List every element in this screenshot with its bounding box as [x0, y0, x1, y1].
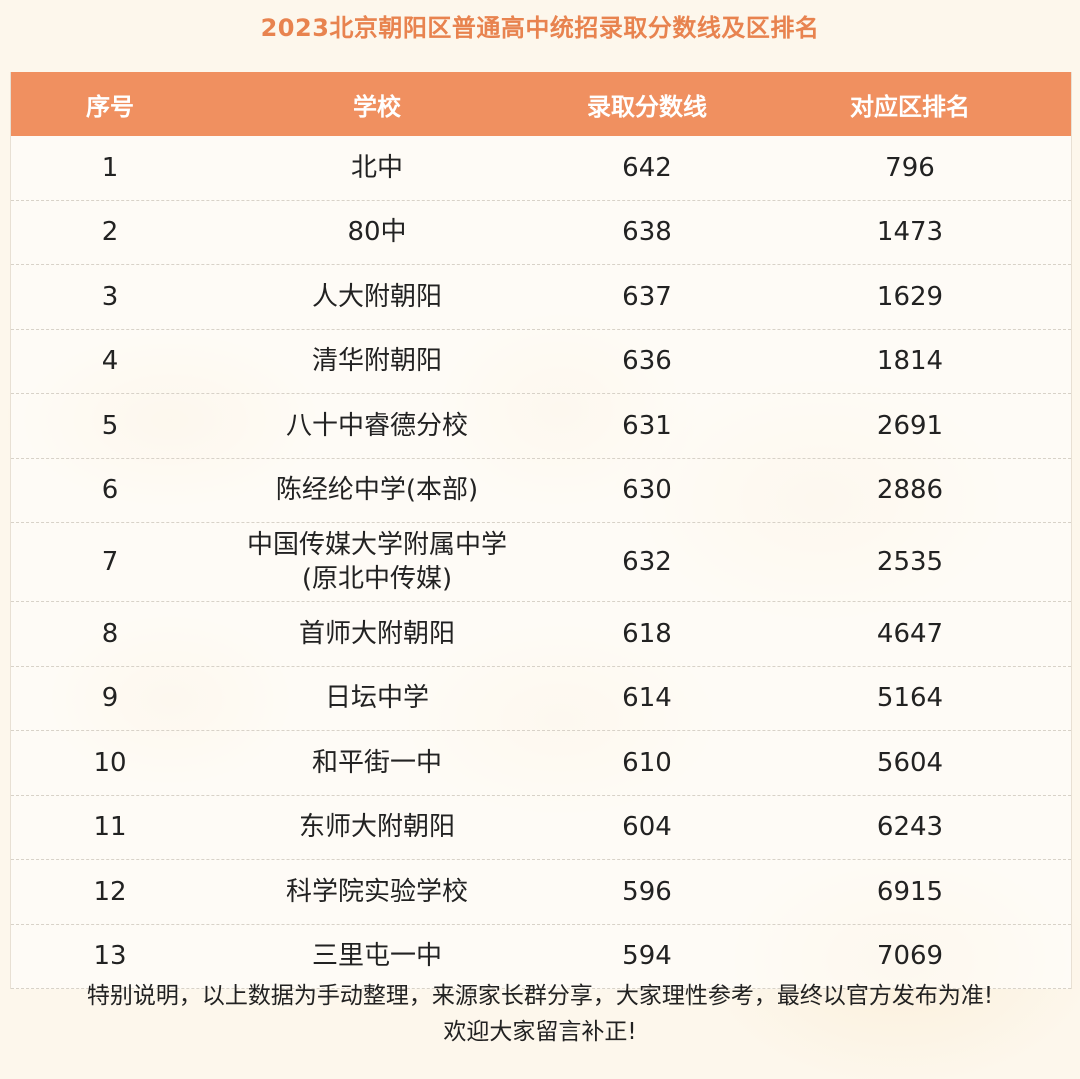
cell-rank: 7069: [876, 941, 944, 972]
table-header: 序号 学校 录取分数线 对应区排名: [11, 72, 1071, 136]
header-rank: 对应区排名: [850, 92, 970, 121]
cell-rank: 1629: [876, 281, 944, 312]
cell-score: 630: [622, 475, 672, 506]
cell-rank: 2535: [876, 547, 944, 577]
table-row: 4 清华附朝阳 636 1814: [11, 329, 1071, 394]
cell-school: 日坛中学: [324, 683, 429, 714]
cell-rank: 5164: [876, 683, 944, 714]
cell-index: 9: [101, 683, 119, 714]
cell-index: 10: [93, 747, 127, 778]
page-title: 2023北京朝阳区普通高中统招录取分数线及区排名: [260, 14, 820, 42]
cell-rank: 5604: [876, 747, 944, 778]
table-row: 7 中国传媒大学附属中学(原北中传媒) 632 2535: [11, 523, 1071, 602]
cell-score: 638: [622, 217, 672, 248]
cell-school: 首师大附朝阳: [298, 618, 455, 649]
disclaimer-line-1: 特别说明，以上数据为手动整理，来源家长群分享，大家理性参考，最终以官方发布为准!: [86, 983, 994, 1009]
cell-school: 和平街一中: [311, 747, 442, 778]
header-school: 学校: [353, 92, 401, 121]
cell-rank: 4647: [876, 618, 944, 649]
table-row: 2 80中 638 1473: [11, 200, 1071, 265]
cell-rank: 1814: [876, 346, 944, 377]
cell-index: 11: [93, 812, 127, 843]
cell-rank: 6243: [876, 812, 944, 843]
table-row: 1 北中 642 796: [11, 136, 1071, 201]
cell-score: 632: [622, 547, 672, 577]
cell-score: 637: [622, 281, 672, 312]
cell-school: 清华附朝阳: [311, 346, 442, 377]
cell-school: 八十中睿德分校: [285, 410, 468, 441]
table-row: 13 三里屯一中 594 7069: [11, 924, 1071, 989]
cell-score: 618: [622, 618, 672, 649]
score-table: 序号 学校 录取分数线 对应区排名 1 北中 642 796 2 80中 638…: [10, 72, 1072, 989]
table-row: 10 和平街一中 610 5604: [11, 731, 1071, 796]
table-row: 5 八十中睿德分校 631 2691: [11, 394, 1071, 459]
disclaimer-line-2: 欢迎大家留言补正!: [443, 1019, 637, 1045]
cell-school: 中国传媒大学附属中学(原北中传媒): [246, 530, 507, 594]
cell-index: 7: [101, 547, 119, 577]
cell-index: 2: [101, 217, 119, 248]
cell-index: 4: [101, 346, 119, 377]
cell-index: 8: [101, 618, 119, 649]
cell-index: 12: [93, 876, 127, 907]
cell-rank: 2886: [876, 475, 944, 506]
table-row: 6 陈经纶中学(本部) 630 2886: [11, 458, 1071, 523]
cell-index: 1: [101, 152, 119, 183]
disclaimer-note: 特别说明，以上数据为手动整理，来源家长群分享，大家理性参考，最终以官方发布为准!…: [10, 978, 1070, 1050]
table-row: 12 科学院实验学校 596 6915: [11, 860, 1071, 925]
table-row: 3 人大附朝阳 637 1629: [11, 265, 1071, 330]
cell-index: 5: [101, 410, 119, 441]
cell-rank: 2691: [876, 410, 944, 441]
cell-score: 614: [622, 683, 672, 714]
cell-index: 13: [93, 941, 127, 972]
table-row: 8 首师大附朝阳 618 4647: [11, 602, 1071, 667]
cell-index: 3: [101, 281, 119, 312]
cell-school: 科学院实验学校: [285, 876, 468, 907]
cell-score: 636: [622, 346, 672, 377]
cell-school: 北中: [350, 152, 403, 183]
cell-score: 642: [622, 152, 672, 183]
cell-index: 6: [101, 475, 119, 506]
table-row: 11 东师大附朝阳 604 6243: [11, 795, 1071, 860]
cell-score: 596: [622, 876, 672, 907]
cell-score: 610: [622, 747, 672, 778]
cell-rank: 796: [885, 152, 935, 183]
cell-rank: 6915: [876, 876, 944, 907]
cell-score: 631: [622, 410, 672, 441]
cell-school: 80中: [347, 217, 407, 248]
cell-score: 604: [622, 812, 672, 843]
cell-score: 594: [622, 941, 672, 972]
cell-school: 东师大附朝阳: [298, 812, 455, 843]
header-index: 序号: [86, 92, 134, 121]
cell-rank: 1473: [876, 217, 944, 248]
table-row: 9 日坛中学 614 5164: [11, 666, 1071, 731]
cell-school: 三里屯一中: [311, 941, 442, 972]
cell-school: 陈经纶中学(本部): [275, 475, 479, 506]
cell-school: 人大附朝阳: [311, 281, 442, 312]
header-score: 录取分数线: [587, 92, 707, 121]
